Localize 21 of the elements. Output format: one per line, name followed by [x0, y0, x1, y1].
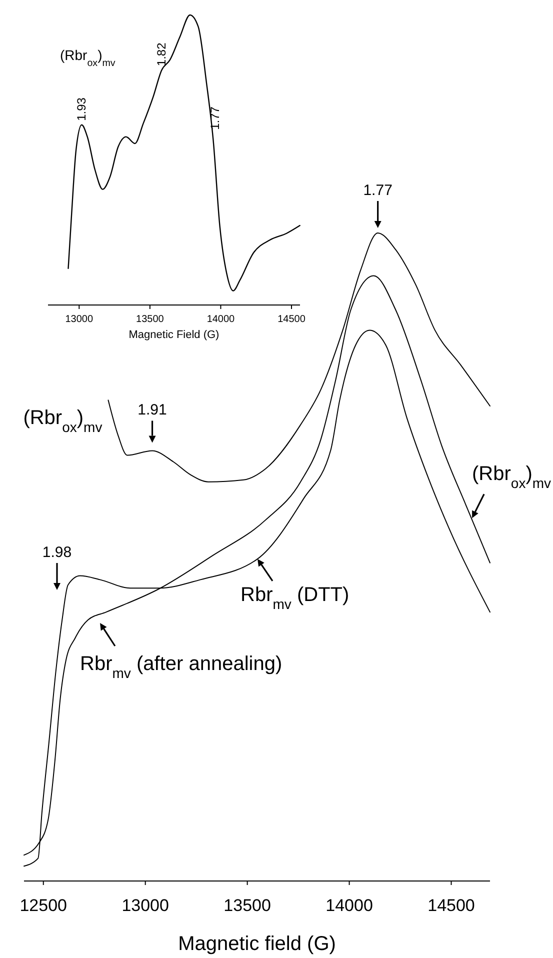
annotation: 1.77: [363, 182, 392, 199]
annotation: 1.93: [74, 97, 89, 121]
annotation: 1.98: [42, 544, 72, 561]
annotation: 1.82: [154, 42, 169, 66]
x-axis-title: Magnetic field (G): [178, 933, 336, 955]
annotation: (Rbr$_{ox}$)$_{mv}$: [472, 463, 552, 492]
annotation: Rbr$_{mv}$ (DTT): [240, 584, 350, 612]
x-tick-label: 13500: [224, 896, 271, 915]
x-tick-label: 12500: [20, 896, 68, 915]
x-tick-label: 14500: [278, 314, 306, 325]
x-tick-label: 14000: [206, 314, 236, 325]
annotation: (Rbr$_{ox}$)$_{mv}$: [60, 47, 116, 68]
annotation: (Rbr$_{ox}$)$_{mv}$: [23, 407, 102, 436]
x-tick-label: 13000: [65, 314, 94, 325]
x-axis-title: Magnetic Field (G): [128, 329, 220, 341]
x-tick-label: 14500: [428, 896, 475, 915]
annotation: Rbr$_{mv}$ (after annealing): [80, 653, 282, 681]
x-tick-label: 13500: [136, 314, 164, 325]
x-tick-label: 14000: [326, 896, 373, 915]
annotation: 1.91: [138, 402, 167, 419]
x-tick-label: 13000: [122, 896, 169, 915]
